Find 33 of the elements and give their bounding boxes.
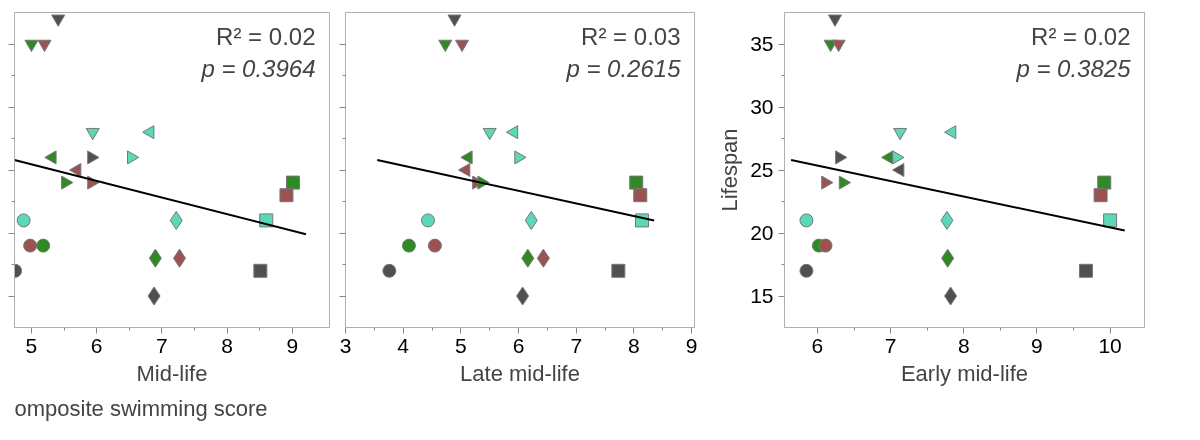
x-tick-label: 7: [156, 333, 168, 357]
annotation: R² = 0.03: [581, 22, 681, 50]
annotation: R² = 0.02: [1031, 22, 1131, 50]
x-tick-label: 5: [25, 333, 38, 357]
x-tick-label: 8: [628, 333, 640, 357]
x-tick-label: 7: [570, 333, 583, 357]
x-tick-label: 6: [512, 333, 525, 357]
x-tick-label: 8: [957, 333, 970, 357]
x-axis-title: Early mid-life: [900, 360, 1029, 386]
x-tick-label: 6: [811, 333, 824, 357]
x-tick-label: 9: [685, 333, 698, 357]
x-tick-label: 10: [1098, 333, 1122, 357]
annotation: p = 0.2615: [565, 54, 682, 82]
x-tick-label: 6: [90, 333, 103, 357]
x-tick-label: 9: [286, 333, 299, 357]
x-tick-label: 8: [221, 333, 233, 357]
y-tick-label: 15: [750, 284, 774, 307]
annotation: p = 0.3825: [1015, 54, 1132, 82]
x-tick-label: 3: [339, 333, 352, 357]
y-tick-label: 25: [750, 158, 774, 181]
y-axis-title: Lifespan: [717, 128, 743, 212]
x-tick-label: 5: [455, 333, 467, 357]
text: omposite swimming score: [14, 395, 268, 421]
y-tick-label: 35: [750, 32, 774, 55]
annotation: R² = 0.02: [216, 22, 316, 50]
x-axis-title: Late mid-life: [460, 360, 580, 386]
x-tick-label: 4: [397, 333, 410, 357]
annotation: p = 0.3964: [200, 54, 316, 82]
y-tick-label: 30: [750, 95, 774, 118]
x-tick-label: 7: [884, 333, 897, 357]
x-axis-title: Mid-life: [136, 360, 208, 386]
x-tick-label: 9: [1031, 333, 1043, 357]
y-tick-label: 20: [750, 221, 774, 244]
